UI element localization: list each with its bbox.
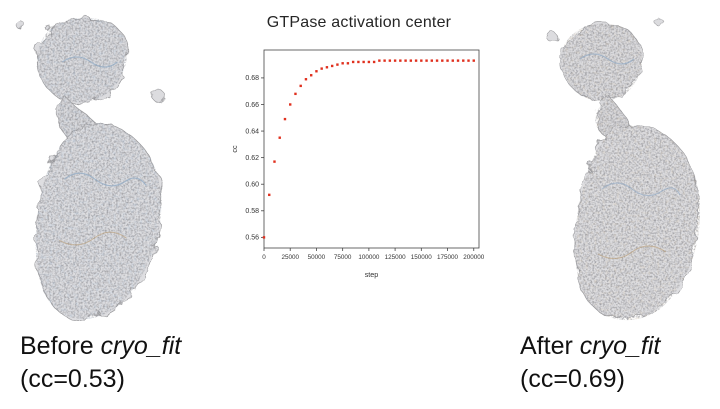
svg-text:0.68: 0.68 — [245, 75, 259, 82]
caption-after: After cryo_fit (cc=0.69) — [520, 330, 660, 395]
svg-text:150000: 150000 — [411, 254, 433, 261]
svg-text:0.66: 0.66 — [245, 102, 259, 109]
caption-before-method: cryo_fit — [100, 332, 182, 360]
scatter-chart: 0.56 0.58 0.60 0.62 0.64 0.66 0.68 0 25000 50000 7… — [228, 42, 490, 289]
caption-after-method: cryo_fit — [579, 332, 661, 360]
svg-text:0.58: 0.58 — [245, 208, 259, 215]
svg-text:25000: 25000 — [281, 254, 299, 261]
caption-before: Before cryo_fit (cc=0.53) — [20, 330, 181, 395]
svg-text:75000: 75000 — [334, 254, 352, 261]
svg-text:100000: 100000 — [358, 254, 380, 261]
caption-before-line1: Before cryo_fit — [20, 332, 182, 360]
svg-text:0.56: 0.56 — [245, 235, 259, 242]
svg-text:0: 0 — [262, 254, 266, 261]
svg-text:step: step — [365, 270, 379, 279]
svg-text:125000: 125000 — [385, 254, 407, 261]
caption-before-cc: (cc=0.53) — [20, 364, 125, 393]
svg-text:200000: 200000 — [463, 254, 485, 261]
cryoem-map-after-svg — [546, 16, 701, 321]
caption-after-cc: (cc=0.69) — [520, 364, 625, 393]
cryoem-map-before-image — [2, 6, 188, 332]
svg-text:50000: 50000 — [308, 254, 326, 261]
caption-after-line1: After cryo_fit — [520, 332, 661, 360]
scatter-chart-svg: 0.56 0.58 0.60 0.62 0.64 0.66 0.68 0 25000 50000 7… — [230, 49, 485, 279]
svg-text:cc: cc — [230, 145, 239, 153]
cryoem-map-before-svg — [15, 17, 165, 320]
svg-text:175000: 175000 — [437, 254, 459, 261]
svg-text:0.62: 0.62 — [245, 155, 259, 162]
svg-text:0.60: 0.60 — [245, 182, 259, 189]
svg-text:0.64: 0.64 — [245, 128, 259, 135]
cc-vs-step-chart-block: GTPase activation center 0.56 0.58 0.60 0.6… — [228, 8, 490, 289]
cryoem-map-after-image — [540, 4, 720, 334]
chart-title: GTPase activation center — [266, 14, 452, 31]
